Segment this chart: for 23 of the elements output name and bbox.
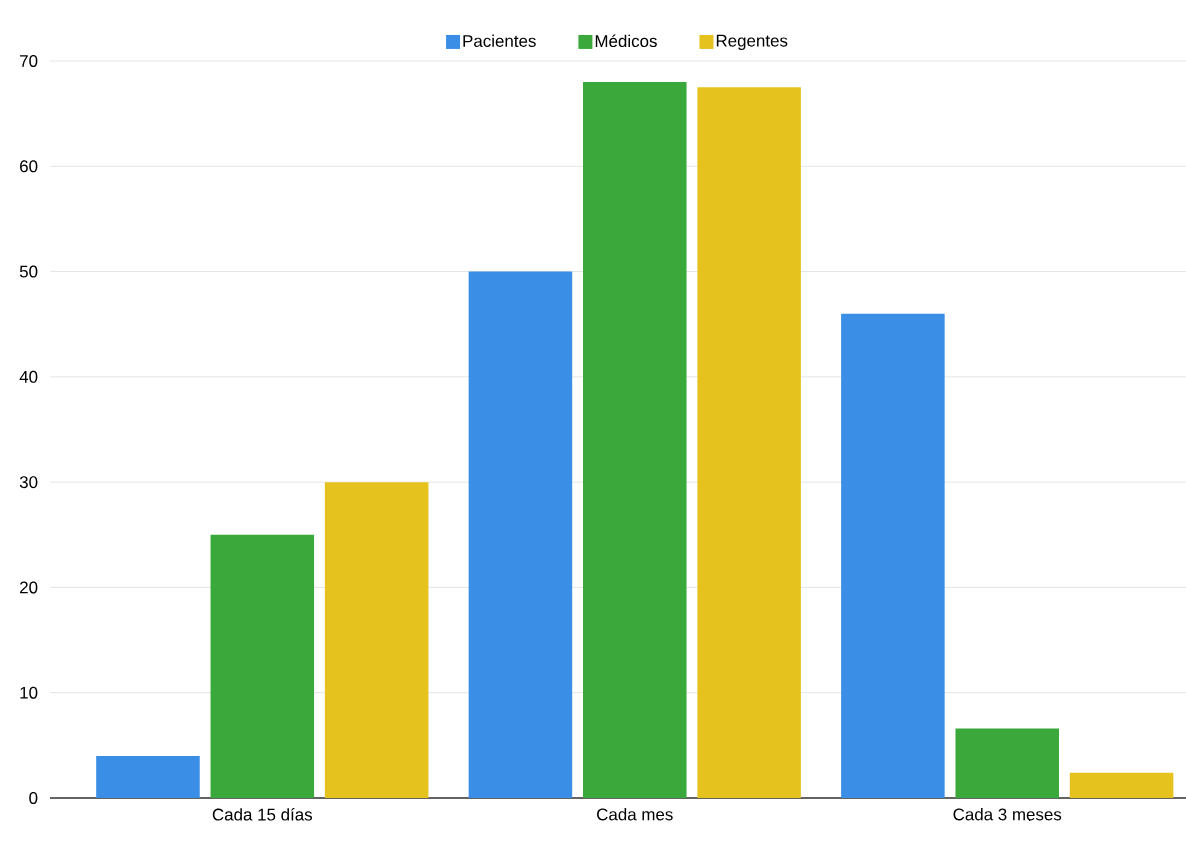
y-tick-label: 70 (20, 55, 38, 67)
legend-label: Regentes (716, 34, 788, 51)
y-tick-label: 40 (19, 370, 38, 383)
bar (583, 82, 687, 798)
y-tick-label: 50 (19, 265, 38, 278)
y-tick-label: 60 (20, 160, 38, 173)
bar (210, 534, 315, 798)
legend-label: Médicos (595, 34, 657, 48)
bar (1069, 772, 1174, 798)
y-tick-label: 20 (20, 581, 38, 594)
bar (697, 87, 801, 798)
x-tick-label: Cada 15 días (212, 807, 313, 821)
legend-label: Pacientes (463, 34, 536, 47)
y-tick-label: 30 (19, 476, 38, 489)
bar (468, 271, 573, 798)
bar (955, 728, 1059, 798)
bar (324, 482, 429, 798)
x-tick-label: Cada mes (597, 807, 673, 821)
y-tick-label: 0 (29, 792, 38, 804)
y-tick-label: 10 (20, 686, 38, 699)
bar (841, 313, 945, 798)
bar (96, 755, 200, 798)
x-tick-label: Cada 3 meses (953, 807, 1062, 821)
